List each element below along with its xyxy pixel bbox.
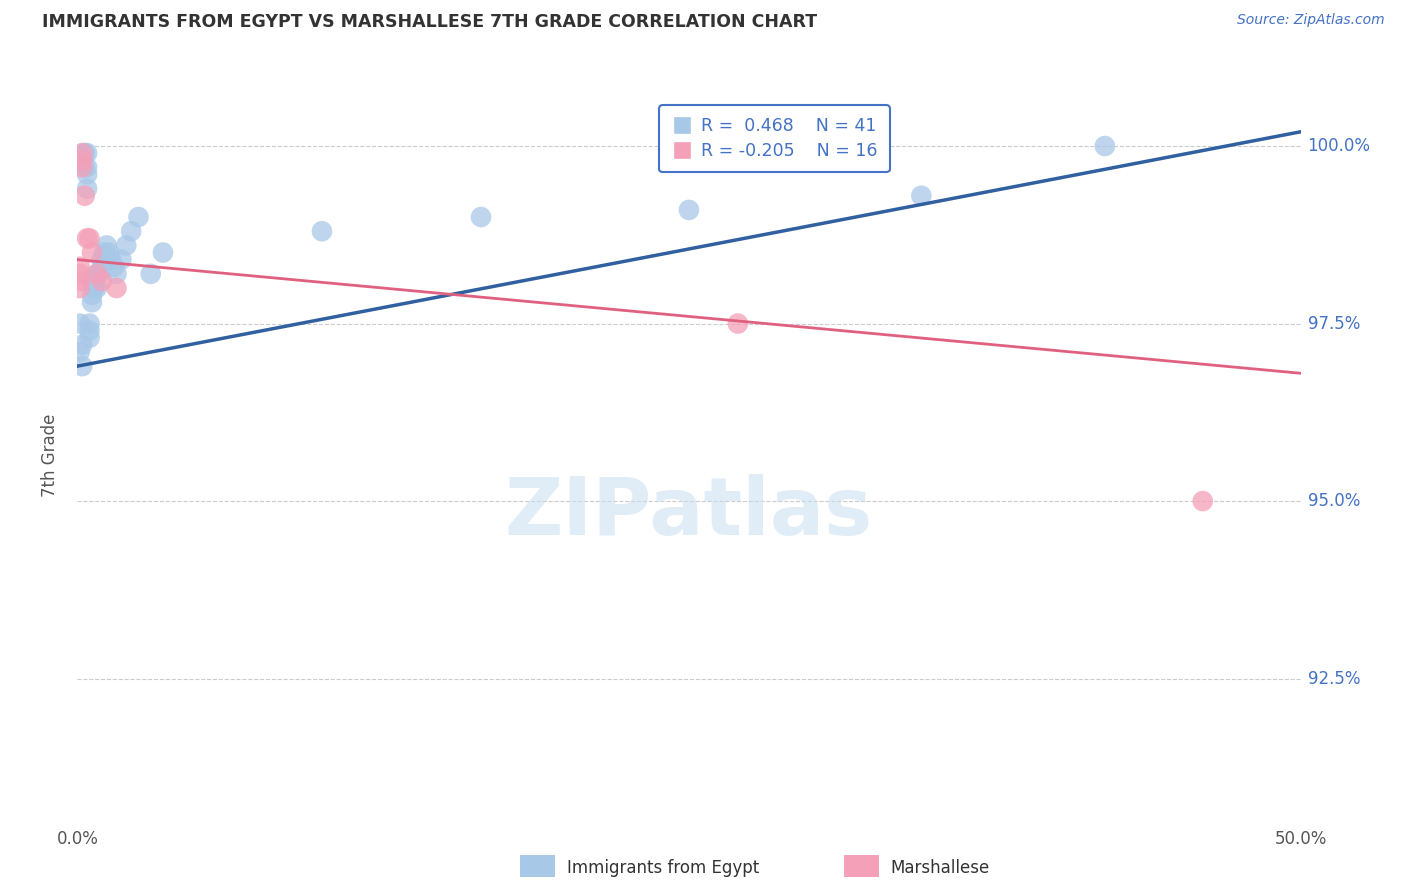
Point	[76, 161, 98, 175]
Point	[83, 281, 105, 295]
Point	[100, 252, 122, 267]
Point	[79, 317, 101, 331]
Point	[70, 153, 93, 168]
Point	[152, 245, 174, 260]
Point	[69, 267, 91, 281]
Text: Immigrants from Egypt: Immigrants from Egypt	[567, 859, 759, 877]
Point	[678, 202, 700, 217]
Point	[69, 317, 91, 331]
Point	[80, 288, 103, 302]
Point	[90, 252, 112, 267]
Text: 100.0%: 100.0%	[1308, 137, 1371, 155]
Point	[311, 224, 333, 238]
Legend: R =  0.468    N = 41, R = -0.205    N = 16: R = 0.468 N = 41, R = -0.205 N = 16	[659, 105, 890, 172]
Point	[727, 317, 749, 331]
Text: 97.5%: 97.5%	[1308, 315, 1360, 333]
Point	[76, 168, 98, 182]
Point	[70, 359, 93, 373]
Point	[70, 161, 93, 175]
Text: Source: ZipAtlas.com: Source: ZipAtlas.com	[1237, 13, 1385, 28]
Point	[73, 146, 96, 161]
Point	[98, 245, 121, 260]
Point	[90, 274, 112, 288]
Point	[103, 260, 125, 274]
Text: ZIPatlas: ZIPatlas	[505, 475, 873, 552]
Point	[70, 338, 93, 352]
Point	[69, 274, 91, 288]
Point	[93, 245, 115, 260]
Text: 92.5%: 92.5%	[1308, 670, 1360, 688]
Point	[90, 260, 112, 274]
Text: Marshallese: Marshallese	[890, 859, 990, 877]
Point	[105, 267, 128, 281]
Point	[76, 146, 98, 161]
Point	[89, 267, 111, 281]
Point	[470, 210, 492, 224]
Text: 95.0%: 95.0%	[1308, 492, 1360, 510]
Point	[73, 188, 96, 202]
Point	[115, 238, 138, 252]
Point	[69, 345, 91, 359]
Point	[105, 281, 128, 295]
Y-axis label: 7th Grade: 7th Grade	[41, 413, 59, 497]
Point	[73, 146, 96, 161]
Point	[80, 274, 103, 288]
Point	[80, 295, 103, 310]
Point	[86, 267, 108, 281]
Point	[76, 231, 98, 245]
Point	[73, 161, 96, 175]
Point	[120, 224, 142, 238]
Point	[910, 188, 932, 202]
Text: IMMIGRANTS FROM EGYPT VS MARSHALLESE 7TH GRADE CORRELATION CHART: IMMIGRANTS FROM EGYPT VS MARSHALLESE 7TH…	[42, 13, 817, 31]
Point	[110, 252, 132, 267]
Point	[70, 146, 93, 161]
Point	[86, 267, 108, 281]
Point	[69, 260, 91, 274]
Point	[127, 210, 149, 224]
Point	[139, 267, 162, 281]
Point	[80, 245, 103, 260]
Point	[1191, 494, 1213, 508]
Point	[86, 281, 108, 295]
Point	[79, 324, 101, 338]
Point	[69, 281, 91, 295]
Point	[96, 238, 118, 252]
Point	[83, 274, 105, 288]
Point	[1094, 139, 1116, 153]
Point	[79, 231, 101, 245]
Point	[79, 331, 101, 345]
Point	[76, 181, 98, 195]
